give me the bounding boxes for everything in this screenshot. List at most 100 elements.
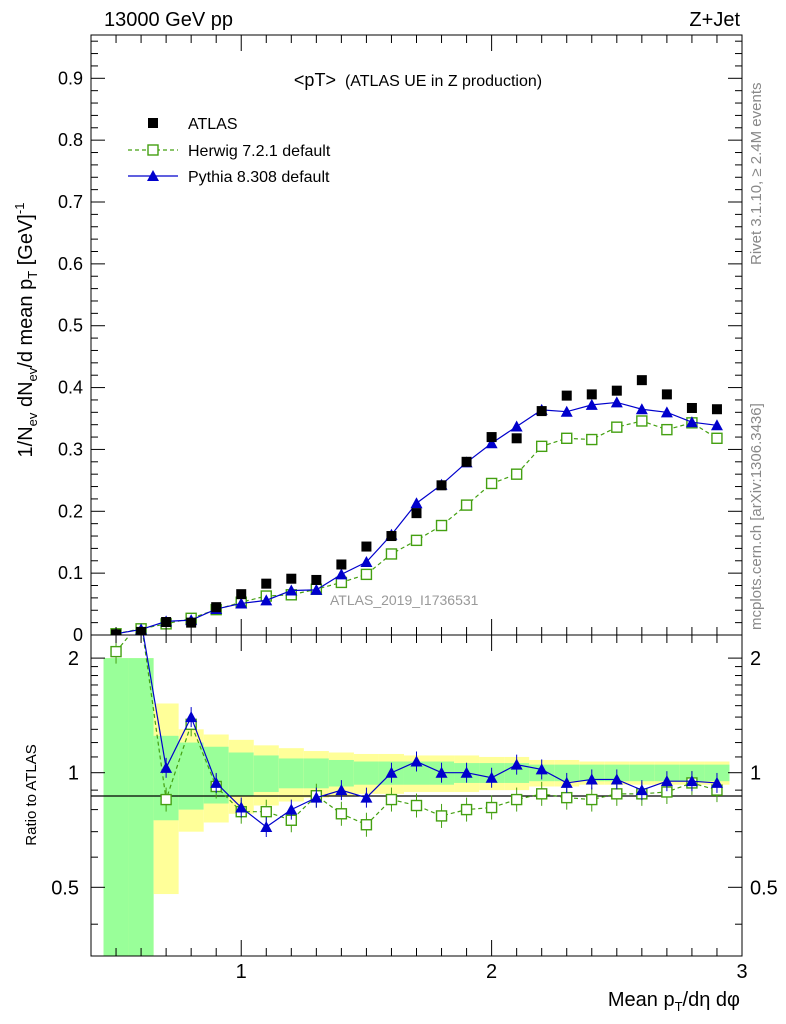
- ratio-bands: [103, 658, 730, 956]
- pythia-ratio-point: [710, 776, 723, 788]
- atlas-point: [211, 602, 222, 613]
- pythia-ratio-point: [185, 711, 198, 723]
- ratio-tick-label: 1: [68, 763, 79, 785]
- pythia-ratio-point: [410, 755, 423, 767]
- ratio-band-green: [353, 761, 379, 785]
- legend: ATLAS Herwig 7.2.1 default Pythia 8.308 …: [128, 116, 331, 186]
- x-ticks: 1 2 3: [115, 35, 748, 983]
- herwig-ratio-point: [561, 791, 573, 804]
- herwig-ratio-point: [510, 793, 523, 806]
- header-left: 13000 GeV pp: [104, 9, 233, 31]
- atlas-point: [511, 433, 522, 444]
- ratio-band-green: [629, 764, 655, 782]
- pythia-point: [485, 437, 498, 449]
- pythia-ratio-point: [460, 766, 473, 778]
- pythia-ratio-point: [560, 776, 573, 788]
- y-axis-label: 1/Nev dNev/d mean pT [GeV]-1: [12, 203, 40, 458]
- atlas-point: [386, 531, 397, 542]
- pythia-point: [710, 419, 723, 431]
- y-tick-label: 0.8: [58, 130, 83, 150]
- herwig-ratio-point: [435, 810, 448, 822]
- herwig-point: [410, 534, 423, 547]
- ratio-band-green: [103, 658, 129, 956]
- pythia-point: [560, 405, 573, 417]
- herwig-point: [510, 468, 523, 480]
- atlas-point: [561, 390, 572, 401]
- x-tick-label: 3: [736, 961, 747, 983]
- pythia-ratio-point: [210, 776, 223, 788]
- ratio-band-green: [178, 742, 204, 810]
- pythia-ratio-point: [160, 761, 173, 773]
- atlas-point: [336, 559, 347, 570]
- herwig-ratio-point: [535, 788, 548, 800]
- herwig-ratio-point: [460, 803, 473, 816]
- ratio-tick-label-right: 1: [750, 763, 761, 785]
- pythia-point: [510, 420, 523, 432]
- pythia-ratio-point: [610, 773, 623, 785]
- main-series: [110, 375, 723, 635]
- pythia-point: [335, 568, 348, 580]
- pythia-ratio-point: [535, 763, 548, 775]
- legend-marker-herwig: [147, 144, 159, 156]
- y-tick-label: 0.4: [58, 378, 83, 398]
- y-tick-label: 0.9: [58, 68, 83, 88]
- ratio-y-ticks: 0.5 0.5 1 1 2 2: [51, 648, 778, 925]
- ratio-band-green: [704, 764, 730, 782]
- atlas-point: [586, 389, 597, 400]
- herwig-point: [385, 548, 398, 560]
- pythia-point: [610, 396, 623, 408]
- ratio-band-green: [253, 755, 279, 792]
- herwig-ratio-point: [160, 793, 172, 806]
- mcplots-label: mcplots.cern.ch [arXiv:1306.3436]: [748, 403, 765, 630]
- atlas-point: [611, 385, 622, 396]
- pythia-ratio-point: [385, 766, 398, 778]
- ratio-tick-label: 0.5: [51, 877, 79, 899]
- pythia-point: [310, 583, 323, 595]
- ratio-y-label: Ratio to ATLAS: [23, 744, 40, 845]
- pythia-ratio-point: [585, 773, 598, 785]
- pythia-ratio-point: [435, 766, 448, 778]
- y-tick-label: 0.3: [58, 439, 83, 459]
- pythia-ratio-point: [660, 775, 673, 787]
- main-panel: 0 0.1 0.2 0.3 0.4 0.5 0.6 0.7 0.8 0.9: [58, 34, 743, 645]
- herwig-point: [561, 432, 573, 444]
- herwig-point: [661, 423, 673, 436]
- x-tick-label: 2: [486, 961, 497, 983]
- pythia-ratio-point: [635, 784, 648, 796]
- pythia-ratio-point: [360, 791, 373, 803]
- ratio-band-green: [128, 658, 154, 956]
- x-axis-label: Mean pT/dη dφ: [608, 989, 740, 1014]
- legend-marker-pythia: [147, 170, 159, 181]
- pythia-ratio-point: [310, 791, 323, 803]
- herwig-ratio-point: [611, 788, 623, 800]
- atlas-point: [436, 480, 447, 491]
- legend-label-herwig: Herwig 7.2.1 default: [188, 143, 331, 160]
- pythia-point: [260, 594, 273, 606]
- herwig-ratio-point: [260, 805, 272, 818]
- pythia-point: [660, 406, 673, 418]
- y-tick-label: 0.1: [58, 563, 83, 583]
- atlas-point: [461, 456, 472, 467]
- herwig-ratio-point: [485, 801, 498, 814]
- watermark: ATLAS_2019_I1736531: [330, 592, 479, 608]
- y-tick-label: 0.5: [58, 316, 83, 336]
- atlas-point: [286, 573, 297, 584]
- pythia-point: [410, 497, 423, 509]
- atlas-point: [236, 589, 247, 600]
- pythia-point: [635, 403, 648, 415]
- ratio-series: [110, 635, 723, 838]
- herwig-point: [586, 433, 598, 446]
- atlas-point: [261, 578, 272, 589]
- pythia-ratio-point: [510, 758, 523, 770]
- main-y-ticks: 0 0.1 0.2 0.3 0.4 0.5 0.6 0.7 0.8 0.9: [58, 40, 742, 645]
- ratio-band-green: [228, 752, 254, 796]
- herwig-ratio-point: [335, 808, 348, 820]
- ratio-tick-label-right: 0.5: [750, 877, 778, 899]
- y-tick-label: 0.7: [58, 192, 83, 212]
- chart-subtitle: (ATLAS UE in Z production): [345, 73, 542, 90]
- chart-title-main: <pT>: [294, 70, 336, 90]
- herwig-point: [535, 440, 548, 453]
- ratio-panel: 0.5 0.5 1 1 2 2 1 2 3: [51, 35, 778, 983]
- atlas-point: [636, 375, 647, 386]
